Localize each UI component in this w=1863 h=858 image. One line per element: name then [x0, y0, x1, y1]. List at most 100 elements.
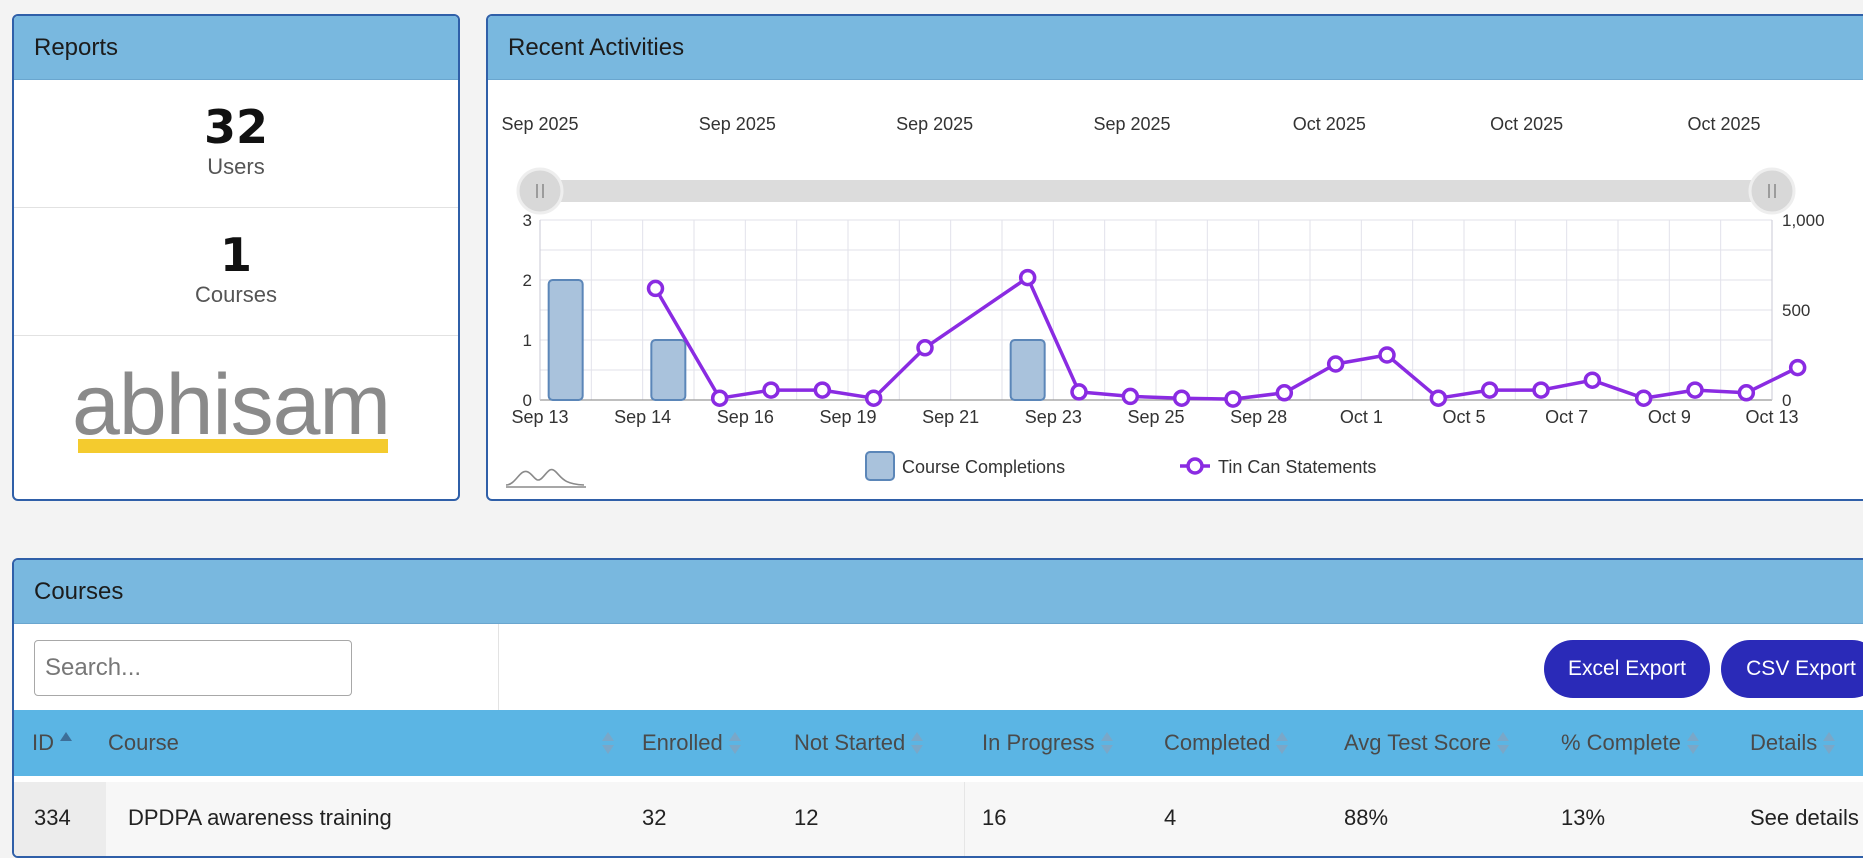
col-header-course-sort[interactable]: [596, 710, 614, 776]
navigator-right-handle[interactable]: [1748, 167, 1796, 215]
col-header-in-progress-label: In Progress: [982, 730, 1095, 755]
activity-chart: Sep 2025 Sep 2025 Sep 2025 Sep 2025 Oct 2025…: [501, 114, 1825, 488]
col-header-percent-complete[interactable]: % Complete: [1561, 710, 1699, 776]
bar-course-completions: [547, 279, 584, 401]
navigator-left-handle[interactable]: [516, 167, 564, 215]
navigator-label: Sep 2025: [699, 114, 776, 134]
x-tick-label: Sep 19: [819, 407, 876, 427]
users-count: 32: [203, 100, 268, 154]
cell-id: 334: [34, 805, 71, 830]
cell-course: DPDPA awareness training: [128, 805, 392, 830]
see-details-link[interactable]: See details: [1750, 805, 1859, 830]
reports-title: Reports: [34, 33, 119, 61]
sort-icon[interactable]: [728, 731, 741, 757]
legend-label-course-completions: Course Completions: [902, 457, 1065, 477]
point-tin-can-statements: [1275, 384, 1294, 402]
x-tick-label: Oct 5: [1442, 407, 1485, 427]
csv-export-button[interactable]: CSV Export: [1721, 640, 1863, 698]
point-tin-can-statements: [1583, 371, 1602, 389]
courses-toolbar: Excel Export CSV Export: [14, 624, 1863, 711]
sort-icon[interactable]: [1100, 731, 1113, 757]
point-tin-can-statements: [1686, 381, 1704, 399]
cell-enrolled: 32: [642, 805, 667, 830]
point-tin-can-statements: [762, 381, 780, 399]
y-left-tick-label: 2: [523, 271, 532, 290]
point-tin-can-statements: [1121, 387, 1140, 406]
cell-in-progress: 16: [982, 805, 1007, 830]
x-tick-label: Sep 23: [1025, 407, 1082, 427]
users-label: Users: [207, 154, 265, 179]
point-tin-can-statements: [1788, 358, 1807, 377]
search-input[interactable]: [34, 640, 352, 696]
y-right-tick-label: 0: [1782, 391, 1791, 410]
sort-asc-icon[interactable]: [60, 731, 72, 757]
point-tin-can-statements: [1429, 389, 1448, 407]
point-tin-can-statements: [646, 279, 665, 298]
col-header-completed[interactable]: Completed: [1164, 710, 1289, 776]
table-header-row: ID Course Enrolled Not Started In Progre…: [14, 710, 1863, 776]
cell-completed: 4: [1164, 805, 1177, 830]
point-tin-can-statements: [813, 381, 832, 399]
x-tick-label: Oct 1: [1340, 407, 1383, 427]
x-tick-label: Oct 13: [1745, 407, 1798, 427]
point-tin-can-statements: [710, 389, 729, 407]
table-row[interactable]: 334 DPDPA awareness training 32 12 16 4 …: [14, 782, 1863, 856]
logo-underline: [78, 439, 388, 453]
sort-icon[interactable]: [1276, 731, 1289, 757]
courses-label: Courses: [195, 282, 277, 307]
col-header-completed-label: Completed: [1164, 730, 1271, 755]
col-header-avg-test-score-label: Avg Test Score: [1344, 730, 1492, 755]
navigator-label: Sep 2025: [896, 114, 973, 134]
point-tin-can-statements: [1532, 381, 1550, 399]
point-tin-can-statements: [1018, 268, 1037, 287]
legend-marker-tin-can-statements: [1186, 457, 1204, 475]
column-divider: [964, 782, 965, 856]
courses-panel: Courses Excel Export CSV Export ID Cours…: [12, 558, 1863, 858]
sort-icon[interactable]: [1497, 731, 1510, 757]
x-tick-label: Sep 28: [1230, 407, 1287, 427]
col-header-enrolled[interactable]: Enrolled: [642, 710, 741, 776]
col-header-course[interactable]: Course: [108, 710, 179, 776]
cell-avg-test-score: 88%: [1344, 805, 1389, 830]
activities-header: Recent Activities: [488, 16, 1863, 80]
point-tin-can-statements: [1172, 389, 1191, 407]
sort-icon[interactable]: [1823, 731, 1836, 757]
reports-panel: Reports 32 Users 1 Courses abhisam: [12, 14, 460, 501]
mini-chart-icon: [505, 468, 585, 486]
x-tick-label: Sep 13: [511, 407, 568, 427]
navigator-label: Oct 2025: [1293, 114, 1366, 134]
cell-percent-complete: 13%: [1561, 805, 1606, 830]
bar-course-completions: [1009, 339, 1046, 401]
company-logo: abhisam: [14, 336, 458, 496]
col-header-course-label: Course: [108, 730, 179, 755]
col-header-details[interactable]: Details: [1750, 710, 1836, 776]
col-header-percent-complete-label: % Complete: [1561, 730, 1681, 755]
recent-activities-panel: Recent Activities Sep 2025 Sep 2025 Sep 20…: [486, 14, 1863, 501]
excel-export-button[interactable]: Excel Export: [1544, 640, 1710, 698]
y-left-tick-label: 3: [523, 211, 532, 230]
col-header-not-started[interactable]: Not Started: [794, 710, 924, 776]
sort-icon[interactable]: [1686, 731, 1699, 757]
col-header-id[interactable]: ID: [32, 710, 72, 776]
legend-label-tin-can-statements: Tin Can Statements: [1218, 457, 1376, 477]
users-stat[interactable]: 32 Users: [14, 80, 458, 208]
navigator-track: [540, 180, 1772, 202]
y-left-tick-label: 0: [523, 391, 532, 410]
courses-stat[interactable]: 1 Courses: [14, 208, 458, 336]
col-header-avg-test-score[interactable]: Avg Test Score: [1344, 710, 1510, 776]
point-tin-can-statements: [1070, 383, 1088, 401]
point-tin-can-statements: [916, 339, 934, 357]
y-right-tick-label: 500: [1782, 301, 1810, 320]
point-tin-can-statements: [1480, 381, 1499, 399]
navigator-label: Sep 2025: [1093, 114, 1170, 134]
sort-icon[interactable]: [911, 731, 924, 757]
col-header-in-progress[interactable]: In Progress: [982, 710, 1113, 776]
navigator-label: Oct 2025: [1490, 114, 1563, 134]
point-tin-can-statements: [1378, 346, 1396, 364]
cell-not-started: 12: [794, 805, 819, 830]
point-tin-can-statements: [864, 389, 883, 407]
bar-course-completions: [650, 339, 687, 401]
activities-title: Recent Activities: [508, 33, 685, 61]
point-tin-can-statements: [1326, 355, 1345, 373]
sort-icon[interactable]: [602, 731, 614, 757]
